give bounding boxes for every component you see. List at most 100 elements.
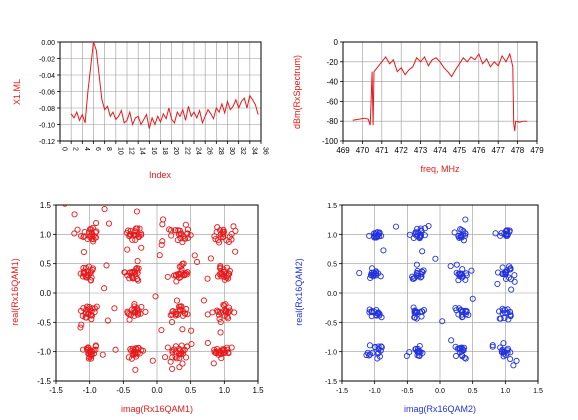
x-tick-label: 0.0 xyxy=(435,388,445,395)
scatter-point xyxy=(468,267,475,274)
scatter-point xyxy=(418,313,425,320)
scatter-point xyxy=(166,226,173,233)
scatter-point xyxy=(212,236,219,243)
x-tick-label: 14 xyxy=(139,147,146,155)
scatter-point xyxy=(176,306,183,313)
scatter-point xyxy=(184,230,191,237)
scatter-point xyxy=(420,307,428,314)
y-tick-label: -1.0 xyxy=(37,348,51,357)
x-tick-label: -0.5 xyxy=(401,388,413,395)
scatter-point xyxy=(179,326,186,333)
scatter-point xyxy=(169,347,176,354)
y-axis-label: X1.ML xyxy=(12,79,22,105)
scatter-point xyxy=(513,357,520,364)
scatter-point xyxy=(225,270,232,277)
scatter-point xyxy=(494,280,501,287)
scatter-point xyxy=(29,323,34,328)
scatter-point xyxy=(93,303,100,310)
scatter-point xyxy=(158,241,165,248)
scatter-point xyxy=(88,355,95,362)
scatter-point xyxy=(132,308,139,315)
scatter-point xyxy=(92,342,99,349)
scatter-point xyxy=(134,257,141,265)
x-tick-label: 469 xyxy=(336,146,350,155)
scatter-point xyxy=(413,232,420,239)
x-tick-label: 26 xyxy=(206,147,213,155)
scatter-point xyxy=(510,362,517,369)
scatter-point xyxy=(372,271,379,278)
scatter-point xyxy=(421,232,428,239)
x-tick-label: 10 xyxy=(116,147,123,155)
scatter-point xyxy=(89,235,96,242)
scatter-point xyxy=(503,267,511,274)
scatter-point xyxy=(232,248,239,255)
x-tick-label: 8 xyxy=(105,147,112,151)
scatter-point xyxy=(152,293,159,300)
x-tick-label: 0.0 xyxy=(151,386,163,395)
scatter-point xyxy=(469,295,476,302)
scatter-point xyxy=(447,263,454,270)
scatter-point xyxy=(416,348,423,355)
x-tick-label: 0 xyxy=(61,147,68,151)
x-tick-label: 479 xyxy=(530,146,544,155)
scatter-point xyxy=(85,355,92,362)
scatter-point xyxy=(425,222,432,230)
scatter-point xyxy=(89,224,96,231)
scatter-point xyxy=(182,221,189,228)
scatter-point xyxy=(496,308,503,315)
scatter-point xyxy=(80,305,87,312)
scatter-point xyxy=(188,340,195,348)
scatter-point xyxy=(131,271,138,278)
scatter-point xyxy=(499,270,506,278)
scatter-point xyxy=(105,220,113,227)
scatter-point xyxy=(413,261,420,268)
scatter-point xyxy=(502,309,509,316)
scatter-point xyxy=(221,269,228,276)
y-tick-label: 1.5 xyxy=(40,201,52,210)
scatter-point xyxy=(85,344,92,352)
scatter-point xyxy=(364,349,371,356)
scatter-point xyxy=(222,301,229,308)
scatter-point xyxy=(378,344,385,351)
scatter-point xyxy=(162,354,169,361)
x-axis-label: freq, MHz xyxy=(420,164,460,174)
scatter-point xyxy=(413,270,421,277)
scatter-point xyxy=(93,228,100,235)
scatter-point xyxy=(184,235,191,242)
x-tick-label: 1.5 xyxy=(533,388,543,395)
x-tick-label: 20 xyxy=(172,147,179,155)
scatter-point xyxy=(217,319,224,326)
scatter-point xyxy=(217,265,224,272)
scatter-point xyxy=(174,311,181,318)
x-tick-label: 12 xyxy=(128,147,135,155)
y-tick-label: 0 xyxy=(334,38,339,47)
scatter-point xyxy=(418,273,425,280)
scatter-point xyxy=(225,315,232,322)
scatter-point xyxy=(74,226,81,233)
scatter-point xyxy=(164,344,171,351)
scatter-point xyxy=(222,307,229,314)
y-tick-label: -0.5 xyxy=(325,320,337,327)
scatter-point xyxy=(462,216,469,223)
scatter-point xyxy=(506,227,513,234)
scatter-point xyxy=(216,315,223,323)
scatter-point xyxy=(508,286,515,293)
scatter-point xyxy=(82,264,90,271)
scatter-point xyxy=(158,327,165,334)
scatter-point xyxy=(439,318,446,325)
series-line xyxy=(70,42,259,129)
scatter-point xyxy=(411,307,418,314)
scatter-point xyxy=(83,306,90,313)
x-tick-label: 0.5 xyxy=(468,388,478,395)
scatter-point xyxy=(455,232,462,239)
scatter-point xyxy=(462,230,469,237)
y-tick-label: 1.0 xyxy=(40,230,52,239)
scatter-point xyxy=(456,270,463,277)
scatter-point xyxy=(128,355,135,362)
y-tick-label: 0.0 xyxy=(40,289,52,298)
scatter-point xyxy=(124,246,131,253)
x-tick-label: 28 xyxy=(217,147,224,155)
x-tick-label: -0.5 xyxy=(116,386,130,395)
scatter-point xyxy=(370,273,377,280)
scatter-point xyxy=(104,317,111,324)
